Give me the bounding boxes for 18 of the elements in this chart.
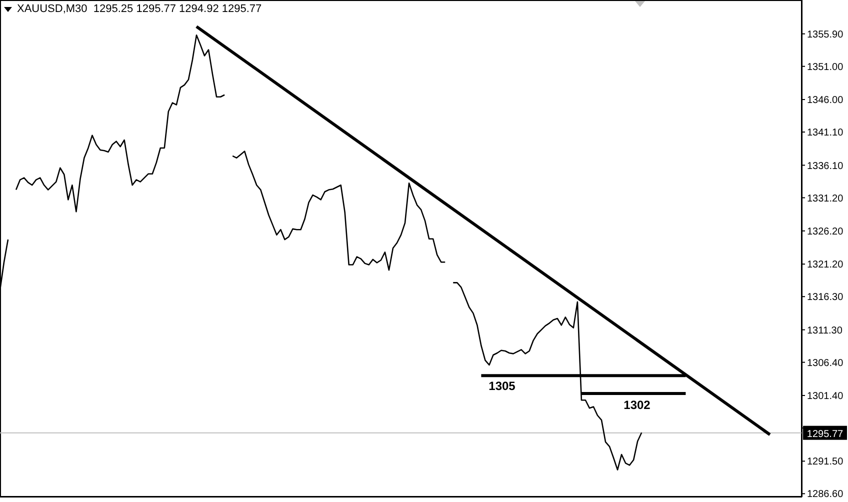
annotation: 1302	[624, 398, 651, 412]
y-tick-label: 1306.40	[807, 358, 844, 369]
ref-line-label: 1295.77	[806, 428, 844, 440]
chart-title: XAUUSD,M30 1295.25 1295.77 1294.92 1295.77	[17, 3, 262, 15]
y-tick-label: 1331.20	[807, 193, 844, 204]
y-tick-label: 1355.90	[807, 29, 844, 40]
y-tick-label: 1341.10	[807, 128, 844, 139]
y-tick-label: 1321.20	[807, 260, 844, 271]
y-tick-label: 1286.60	[807, 489, 844, 500]
y-tick-label: 1311.30	[807, 325, 843, 336]
y-tick-label: 1291.50	[807, 456, 844, 468]
y-tick-label: 1336.10	[807, 160, 844, 172]
y-tick-label: 1351.00	[807, 62, 844, 73]
y-tick-label: 1326.20	[807, 226, 844, 238]
annotation: 1305	[488, 379, 516, 393]
y-tick-label: 1346.00	[807, 95, 844, 106]
y-tick-label: 1301.40	[807, 391, 844, 402]
y-tick-label: 1316.30	[807, 292, 844, 304]
